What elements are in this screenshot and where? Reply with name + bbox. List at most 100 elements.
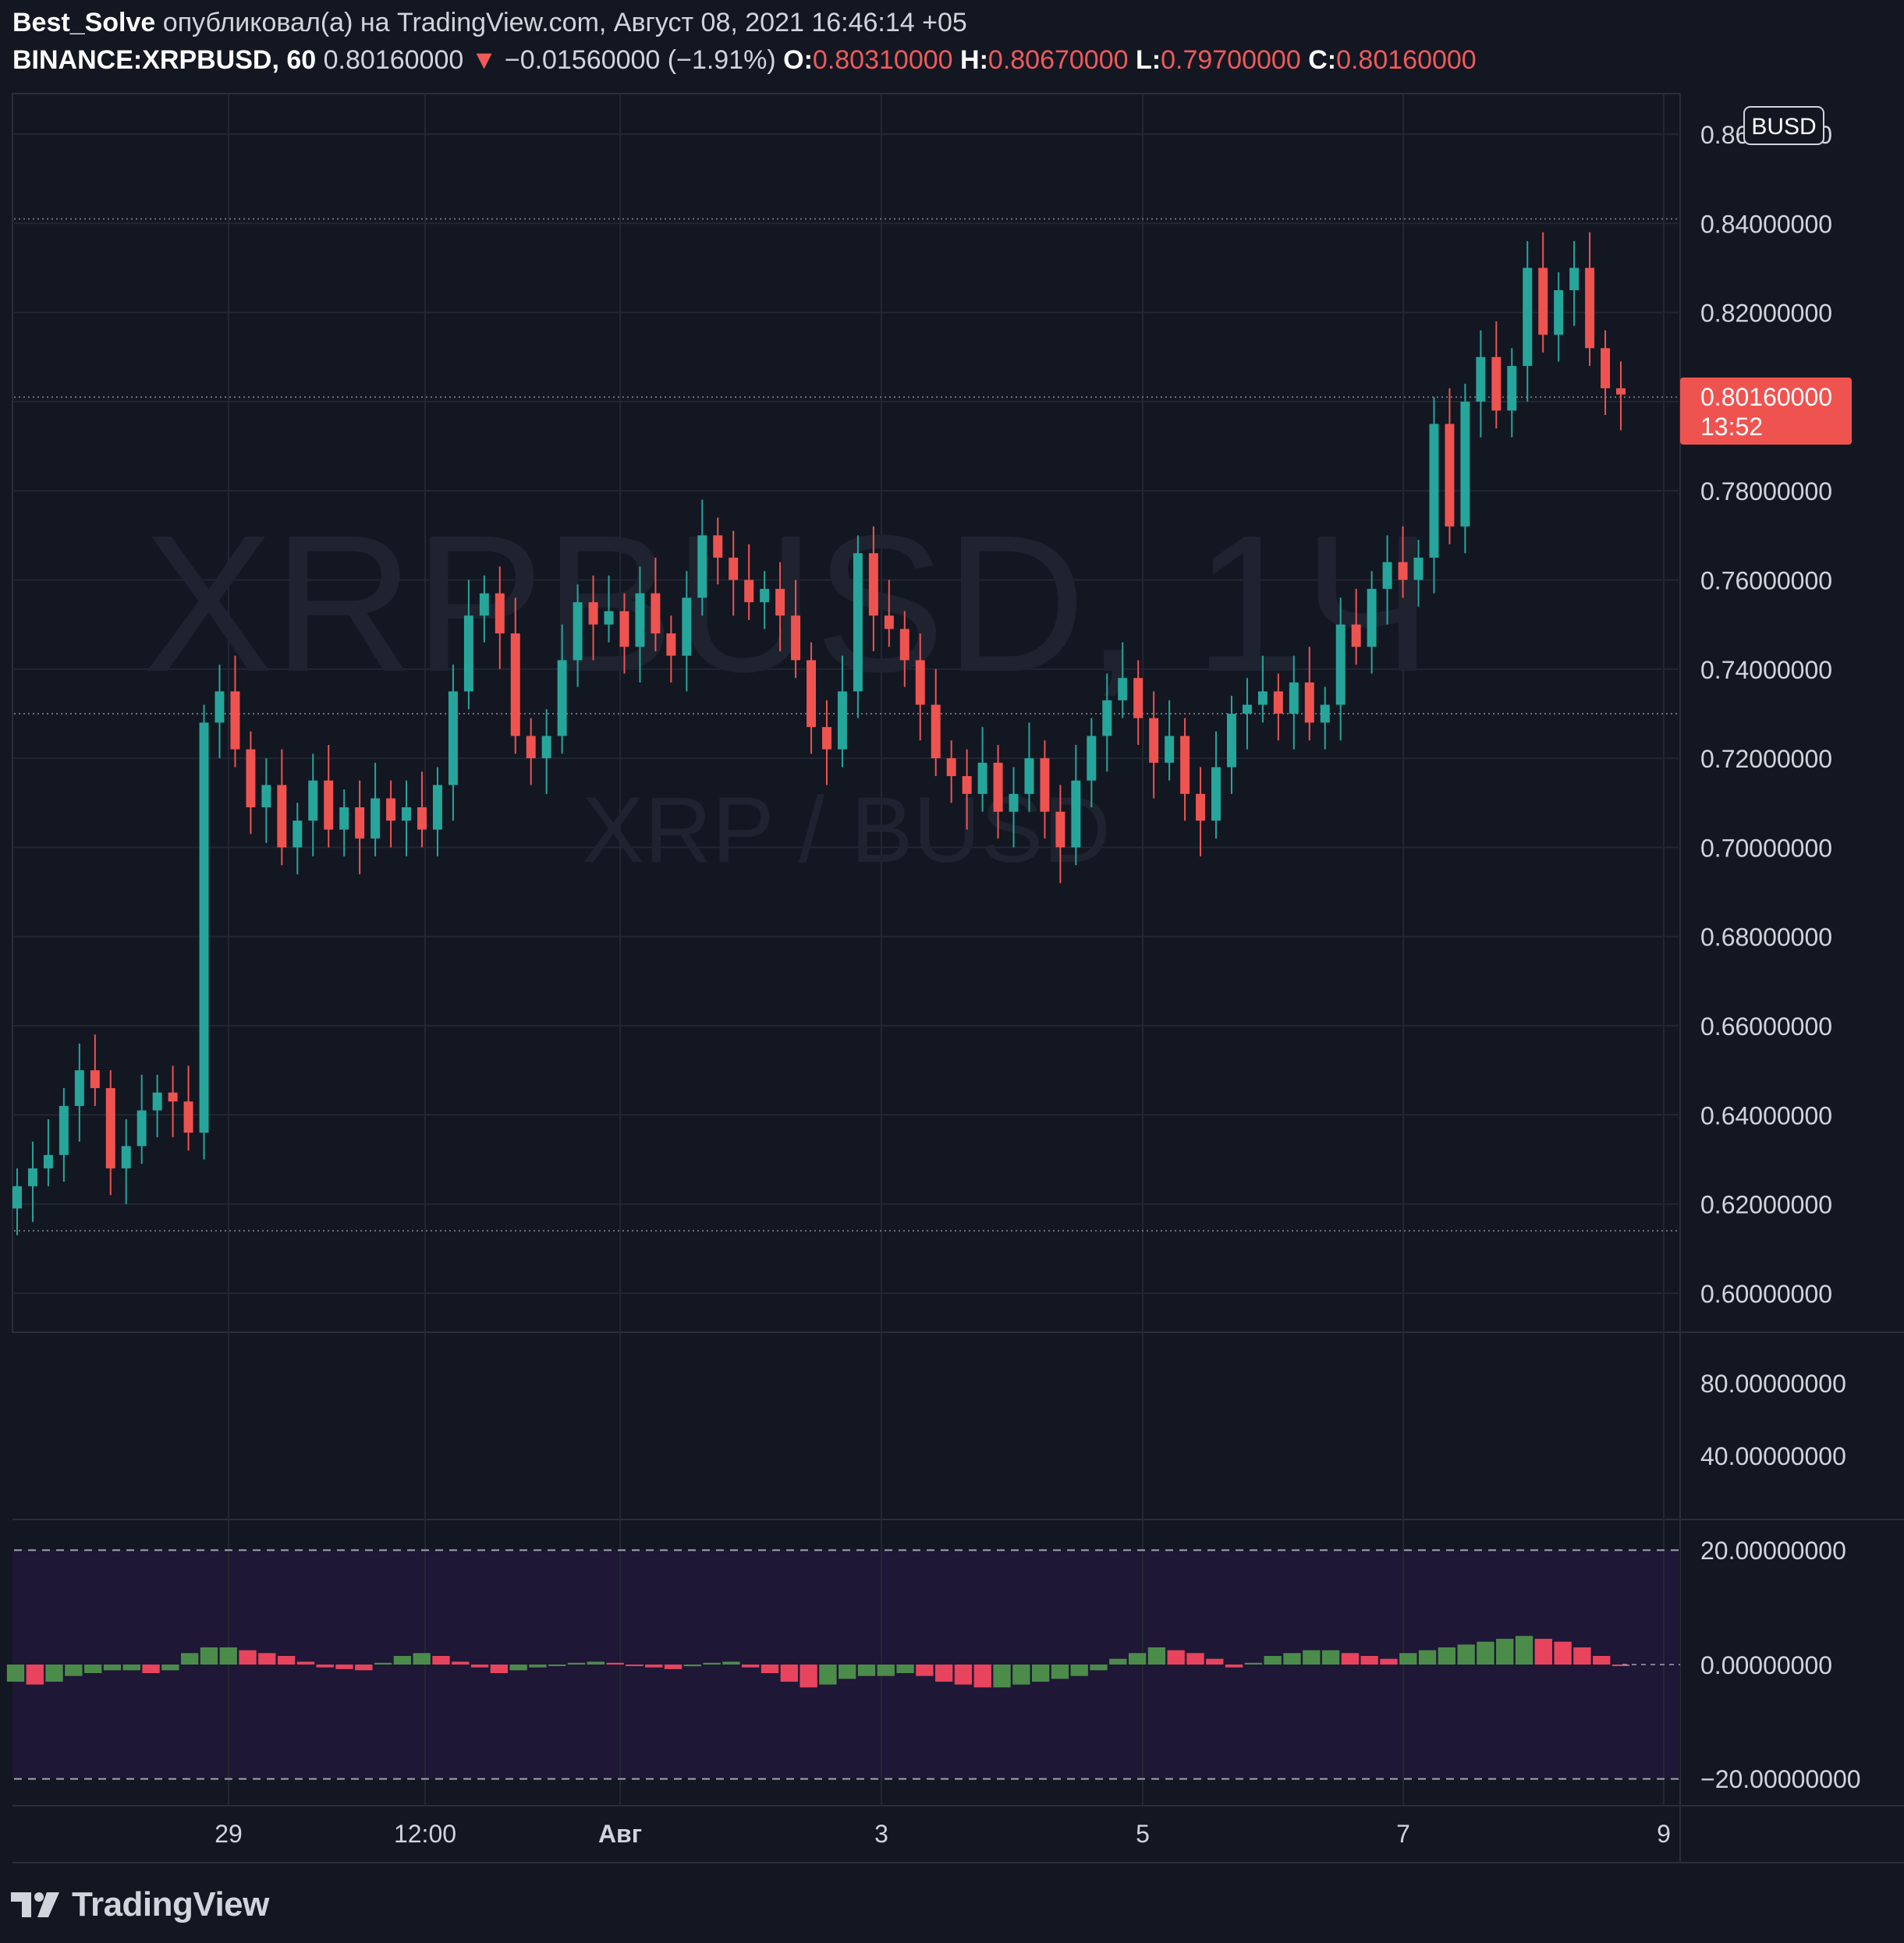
- oscillator-bar: [742, 1665, 760, 1668]
- candle: [807, 642, 817, 754]
- oscillator-bar: [45, 1665, 63, 1682]
- candle-body: [510, 633, 520, 736]
- candle: [557, 624, 567, 754]
- price-axis[interactable]: 0.860000000.840000000.820000000.80000000…: [1700, 121, 1832, 1308]
- close-label: C:: [1308, 45, 1337, 75]
- candle-body: [526, 736, 536, 759]
- oscillator-bar: [161, 1665, 179, 1671]
- candle: [604, 575, 614, 643]
- oscillator-tick-label: 20.00000000: [1700, 1537, 1846, 1565]
- candle: [246, 731, 256, 835]
- oscillator-tick-label: 80.00000000: [1700, 1370, 1846, 1398]
- oscillator-bar: [896, 1665, 914, 1673]
- price-tick-label: 0.74000000: [1700, 656, 1832, 684]
- candle: [1040, 740, 1050, 839]
- candle: [931, 668, 941, 776]
- open-label: O:: [783, 45, 813, 75]
- candle: [1507, 348, 1517, 438]
- oscillator-bar: [800, 1665, 817, 1688]
- candle-body: [821, 727, 831, 750]
- oscillator-bar: [935, 1665, 953, 1682]
- oscillator-bar: [26, 1665, 44, 1685]
- oscillator-axis[interactable]: 80.00000000 40.00000000 20.00000000 0.00000…: [1700, 1370, 1861, 1793]
- oscillator-bar: [1070, 1665, 1088, 1676]
- candle-body: [1149, 718, 1159, 763]
- oscillator-bar: [452, 1661, 470, 1665]
- symbol-label[interactable]: BINANCE:XRPBUSD, 60: [12, 45, 317, 75]
- candle: [74, 1043, 84, 1142]
- price-tick-label: 0.64000000: [1700, 1101, 1832, 1129]
- candle: [1087, 718, 1097, 807]
- down-arrow-icon: ▼: [470, 45, 498, 75]
- tradingview-logo[interactable]: TradingView: [11, 1883, 269, 1927]
- candle: [993, 744, 1003, 839]
- candle: [1102, 673, 1112, 772]
- candle-body: [1304, 682, 1314, 723]
- candle: [1476, 330, 1486, 438]
- oscillator-bar: [335, 1665, 353, 1669]
- candle-body: [1616, 388, 1626, 395]
- candle-body: [1118, 678, 1128, 700]
- candle-body: [432, 785, 442, 830]
- horizontal-levels: [14, 218, 1679, 1232]
- candle: [541, 709, 551, 794]
- candle: [635, 566, 645, 683]
- candle: [946, 740, 956, 803]
- author-name[interactable]: Best_Solve: [12, 8, 156, 37]
- candle: [386, 780, 396, 848]
- oscillator-bar: [626, 1665, 644, 1666]
- watermark-sub: XRP / BUSD: [582, 778, 1111, 882]
- candle-body: [1024, 758, 1034, 794]
- candle-body: [1413, 557, 1424, 580]
- candle: [1180, 718, 1190, 821]
- candle-body: [1507, 366, 1517, 411]
- oscillator-bar: [1225, 1665, 1243, 1668]
- currency-badge[interactable]: BUSD: [1743, 106, 1824, 145]
- candle: [1273, 673, 1283, 741]
- candle: [1304, 647, 1314, 741]
- low-value: 0.79700000: [1161, 45, 1301, 75]
- oscillator-bar: [103, 1665, 122, 1671]
- candle-body: [1460, 401, 1470, 527]
- oscillator-bar: [296, 1661, 315, 1665]
- candle-body: [1289, 682, 1299, 714]
- candle-body: [837, 691, 847, 750]
- oscillator-bar: [1611, 1665, 1630, 1666]
- candle: [12, 1168, 22, 1236]
- time-axis[interactable]: 29 12:00 Авг 3 5 7 9: [215, 1820, 1671, 1848]
- candle-body: [168, 1092, 178, 1102]
- price-tick-label: 0.84000000: [1700, 210, 1832, 238]
- oscillator-bar: [1206, 1658, 1224, 1665]
- candle: [479, 575, 489, 643]
- candle: [168, 1065, 178, 1137]
- oscillator-bar: [954, 1665, 973, 1685]
- candle-body: [43, 1154, 53, 1168]
- candle-body: [1476, 356, 1486, 402]
- candle-body: [1226, 713, 1236, 768]
- oscillator-bar: [683, 1665, 701, 1667]
- candlestick-series[interactable]: [12, 232, 1626, 1236]
- candle-body: [1133, 678, 1143, 718]
- candle-body: [1211, 767, 1221, 821]
- candle-body: [977, 762, 987, 794]
- candle-body: [183, 1101, 193, 1133]
- candle-body: [1335, 624, 1346, 705]
- candle-body: [199, 722, 209, 1133]
- oscillator-bar: [877, 1665, 895, 1676]
- oscillator-bar: [1360, 1656, 1378, 1665]
- candle-body: [1445, 424, 1455, 527]
- candle: [1445, 388, 1455, 544]
- oscillator-bar: [839, 1665, 856, 1679]
- oscillator-bar: [1554, 1641, 1572, 1665]
- candle-body: [261, 785, 271, 807]
- candle: [105, 1070, 115, 1196]
- oscillator-bar: [1457, 1644, 1475, 1665]
- candle: [588, 575, 598, 661]
- oscillator-bar: [529, 1665, 547, 1668]
- candle-body: [1491, 356, 1502, 411]
- candle-body: [152, 1092, 162, 1111]
- oscillator-bar: [1186, 1653, 1204, 1665]
- oscillator-bar: [180, 1653, 199, 1665]
- oscillator-series[interactable]: [6, 1636, 1630, 1688]
